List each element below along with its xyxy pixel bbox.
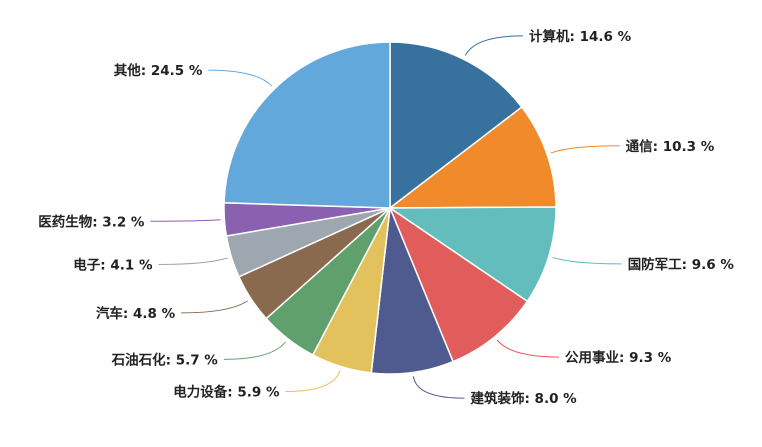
- leader-line-1: [550, 145, 620, 154]
- slice-label-9: 医药生物: 3.2 %: [38, 213, 145, 230]
- slice-label-10: 其他: 24.5 %: [114, 62, 203, 79]
- pie-slice-0: [389, 41, 523, 210]
- slice-label-2: 国防军工: 9.6 %: [628, 256, 735, 273]
- slice-label-5: 电力设备: 5.9 %: [173, 384, 280, 401]
- leader-line-2: [552, 257, 622, 265]
- leader-line-3: [496, 339, 559, 358]
- slice-label-6: 石油石化: 5.7 %: [111, 351, 219, 368]
- pie-slice-2: [387, 206, 557, 303]
- leader-lines: [150, 35, 622, 399]
- pie-slice-3: [388, 205, 529, 363]
- leader-line-5: [285, 370, 341, 393]
- leader-line-0: [464, 35, 524, 56]
- leader-line-10: [208, 69, 273, 87]
- slice-label-3: 公用事业: 9.3 %: [565, 349, 672, 366]
- leader-line-6: [223, 341, 286, 360]
- pie-slices: [223, 41, 557, 375]
- pie-slice-1: [387, 106, 557, 209]
- slice-label-8: 电子: 4.1 %: [73, 256, 153, 273]
- pie-slice-10: [223, 41, 391, 209]
- slice-label-7: 汽车: 4.8 %: [96, 305, 176, 322]
- leader-line-8: [158, 257, 228, 265]
- leader-line-7: [181, 300, 248, 314]
- slice-label-1: 通信: 10.3 %: [626, 138, 715, 155]
- leader-line-9: [150, 219, 221, 222]
- slice-label-0: 计算机: 14.6 %: [529, 28, 632, 45]
- slice-label-4: 建筑装饰: 8.0 %: [469, 390, 577, 407]
- leader-line-4: [412, 376, 465, 399]
- slice-labels: 计算机: 14.6 % 通信: 10.3 % 国防军工: 9.6 % 公用事业: 9.…: [38, 28, 734, 407]
